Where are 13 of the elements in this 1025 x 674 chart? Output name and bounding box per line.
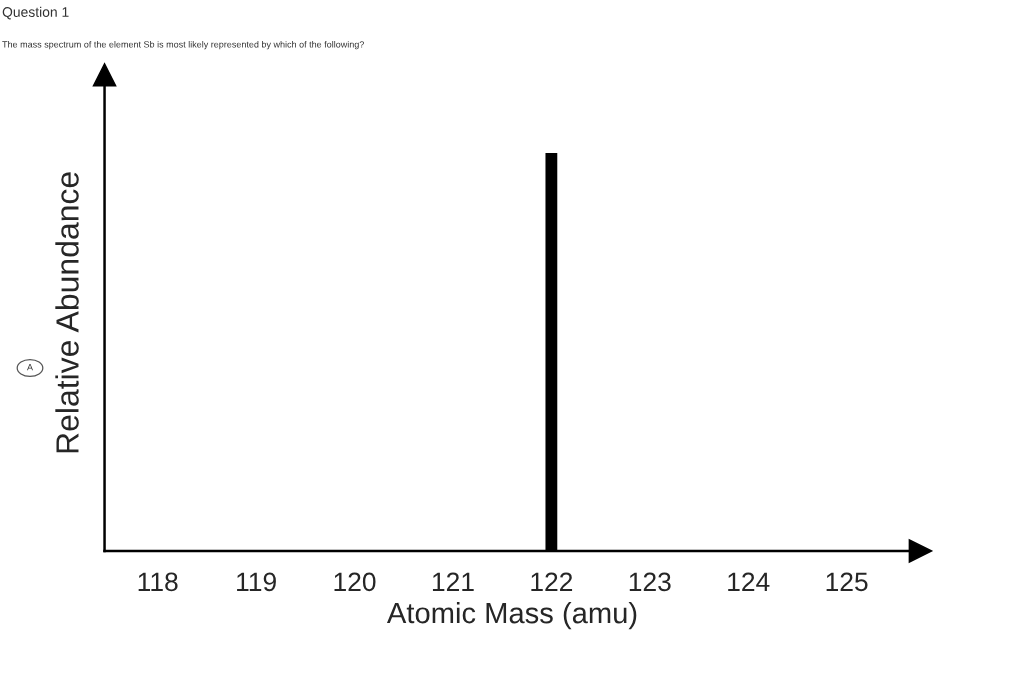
- text: A: [27, 364, 33, 371]
- chart-subtitle: The mass spectrum of the element Sb is most likely represented by which of the following?: [2, 40, 364, 50]
- x-tick-label: 123: [629, 572, 671, 592]
- x-tick-label: 119: [237, 572, 276, 592]
- x-tick-label: 122: [531, 572, 573, 591]
- x-axis-title: Atomic Mass (amu): [386, 601, 637, 630]
- y-axis-title: Relative Abundance: [55, 172, 79, 453]
- x-tick-label: 121: [432, 572, 474, 591]
- x-tick-label: 124: [728, 572, 770, 591]
- x-tick-label: 118: [138, 572, 178, 592]
- x-tick-label: 120: [334, 572, 376, 592]
- chart-title: Question 1: [2, 6, 69, 20]
- x-tick-label: 125: [826, 572, 868, 592]
